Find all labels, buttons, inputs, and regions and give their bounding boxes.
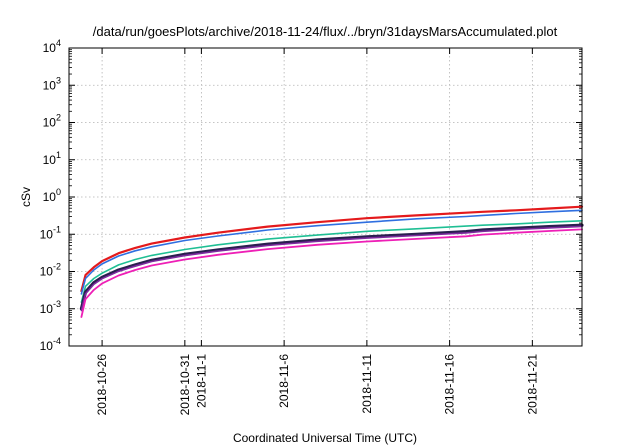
series-line-3 xyxy=(80,220,583,303)
x-axis-label: Coordinated Universal Time (UTC) xyxy=(233,431,417,445)
y-tick-label: 10-4 xyxy=(40,336,61,353)
x-tick-label: 2018-11-11 xyxy=(360,354,374,414)
series-line-2 xyxy=(80,209,583,295)
x-axis-ticks: 2018-10-26 2018-10-31 2018-11-1 2018-11-6 20… xyxy=(95,48,539,415)
series-line-1 xyxy=(80,205,584,293)
series-line-5 xyxy=(80,225,583,312)
series-line-6 xyxy=(80,228,583,318)
y-tick-label: 101 xyxy=(43,150,61,167)
x-tick-label: 2018-11-16 xyxy=(443,354,457,415)
y-axis-label: cSv xyxy=(19,187,33,207)
data-series xyxy=(79,205,584,318)
y-tick-label: 10-2 xyxy=(40,262,61,279)
x-tick-label: 2018-11-6 xyxy=(277,354,291,408)
y-axis-ticks: 10-4 10-3 10-2 10-1 100 101 102 103 104 xyxy=(40,38,582,353)
x-tick-label: 2018-10-26 xyxy=(95,354,109,416)
y-tick-label: 103 xyxy=(43,75,61,92)
y-tick-label: 102 xyxy=(43,113,61,130)
series-line-4 xyxy=(79,223,584,311)
y-tick-label: 10-3 xyxy=(40,299,61,316)
y-tick-label: 100 xyxy=(43,187,61,204)
y-tick-label: 10-1 xyxy=(40,224,61,241)
x-tick-label: 2018-11-1 xyxy=(194,354,208,408)
x-tick-label: 2018-10-31 xyxy=(178,354,192,416)
chart-title: /data/run/goesPlots/archive/2018-11-24/f… xyxy=(93,24,558,39)
y-tick-label: 104 xyxy=(43,38,61,55)
grid-lines xyxy=(69,48,582,346)
x-tick-label: 2018-11-21 xyxy=(525,354,539,415)
